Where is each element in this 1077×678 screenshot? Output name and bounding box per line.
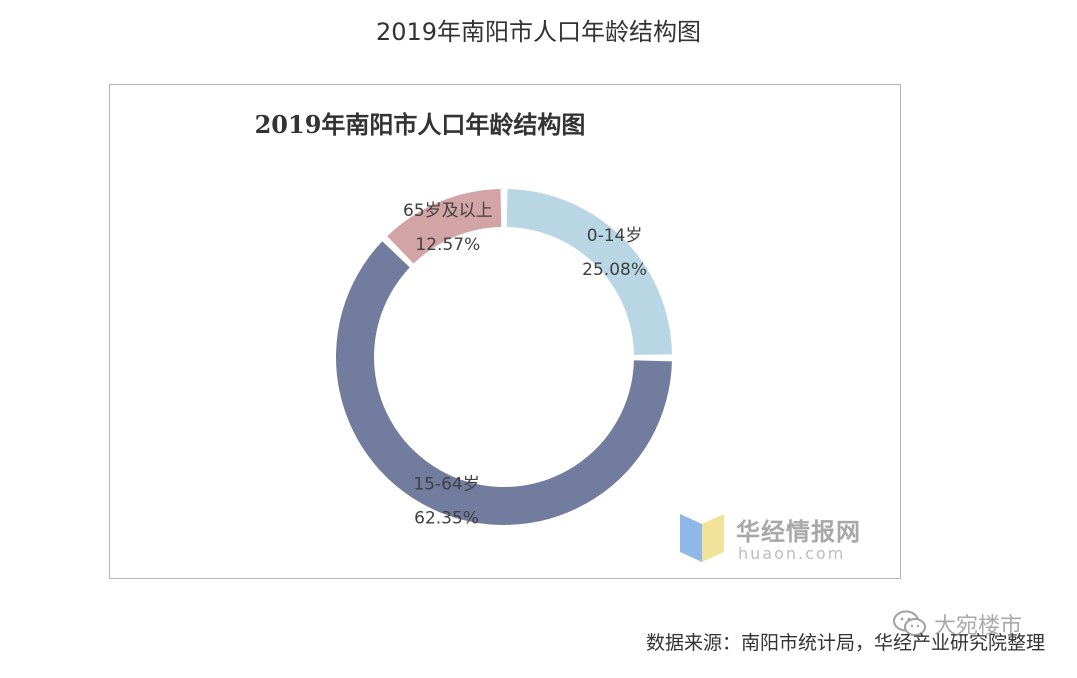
page-title: 2019年南阳市人口年龄结构图 — [375, 18, 702, 46]
slice-label: 65岁及以上 — [403, 201, 493, 221]
slice-label: 0-14岁 — [587, 226, 643, 246]
watermark-url: huaon.com — [738, 544, 846, 563]
wechat-account-name: 大宛楼市 — [934, 614, 1023, 639]
source-note: 数据来源：南阳市统计局，华经产业研究院整理 — [645, 632, 1045, 654]
donut-slice — [506, 189, 672, 355]
donut-slice — [336, 241, 672, 525]
slice-value-label: 25.08% — [582, 260, 647, 280]
wechat-icon — [893, 610, 926, 636]
donut-slice — [387, 189, 502, 264]
slice-value-label: 12.57% — [415, 235, 480, 255]
donut-chart: 0-14岁 25.08% 15-64岁 62.35% 65岁及以上 12.57% — [336, 189, 672, 529]
chart-title: 2019年南阳市人口年龄结构图 — [254, 110, 586, 139]
watermark-name: 华经情报网 — [736, 518, 861, 546]
wechat-account-mark: 大宛楼市 — [892, 606, 1022, 642]
chart-frame: 2019年南阳市人口年龄结构图 0-14岁 25.08% 15-64岁 62.35% 6… — [109, 84, 901, 579]
slice-value-label: 62.35% — [414, 509, 479, 529]
slice-label: 15-64岁 — [413, 475, 479, 495]
huaon-watermark: 华经情报网 huaon.com — [678, 508, 888, 568]
huaon-logo-icon — [680, 514, 724, 562]
